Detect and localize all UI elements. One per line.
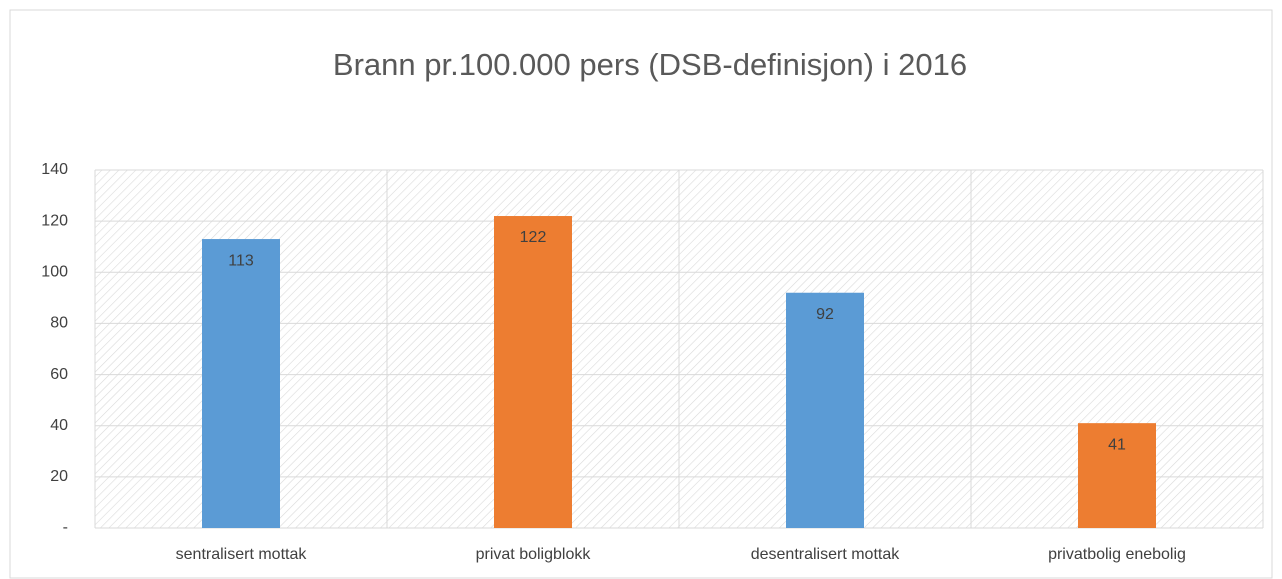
y-tick-label: 60 xyxy=(50,366,68,383)
data-label: 122 xyxy=(520,229,547,246)
chart-title: Brann pr.100.000 pers (DSB-definisjon) i… xyxy=(333,47,967,82)
x-tick-label: privatbolig enebolig xyxy=(1048,546,1186,563)
y-tick-label: 100 xyxy=(41,264,68,281)
bar xyxy=(786,292,864,528)
data-label: 41 xyxy=(1108,436,1126,453)
bar xyxy=(202,239,280,529)
bar xyxy=(1078,423,1156,528)
y-tick-label: 20 xyxy=(50,468,68,485)
y-tick-label: 140 xyxy=(41,161,68,178)
bar xyxy=(494,216,572,528)
data-label: 92 xyxy=(816,306,834,323)
y-tick-label: - xyxy=(63,519,68,536)
x-tick-label: desentralisert mottak xyxy=(751,546,901,563)
x-tick-label: sentralisert mottak xyxy=(176,546,308,563)
y-tick-label: 120 xyxy=(41,212,68,229)
x-tick-label: privat boligblokk xyxy=(476,546,592,563)
data-label: 113 xyxy=(228,252,254,269)
y-tick-label: 80 xyxy=(50,315,68,332)
y-tick-label: 40 xyxy=(50,417,68,434)
